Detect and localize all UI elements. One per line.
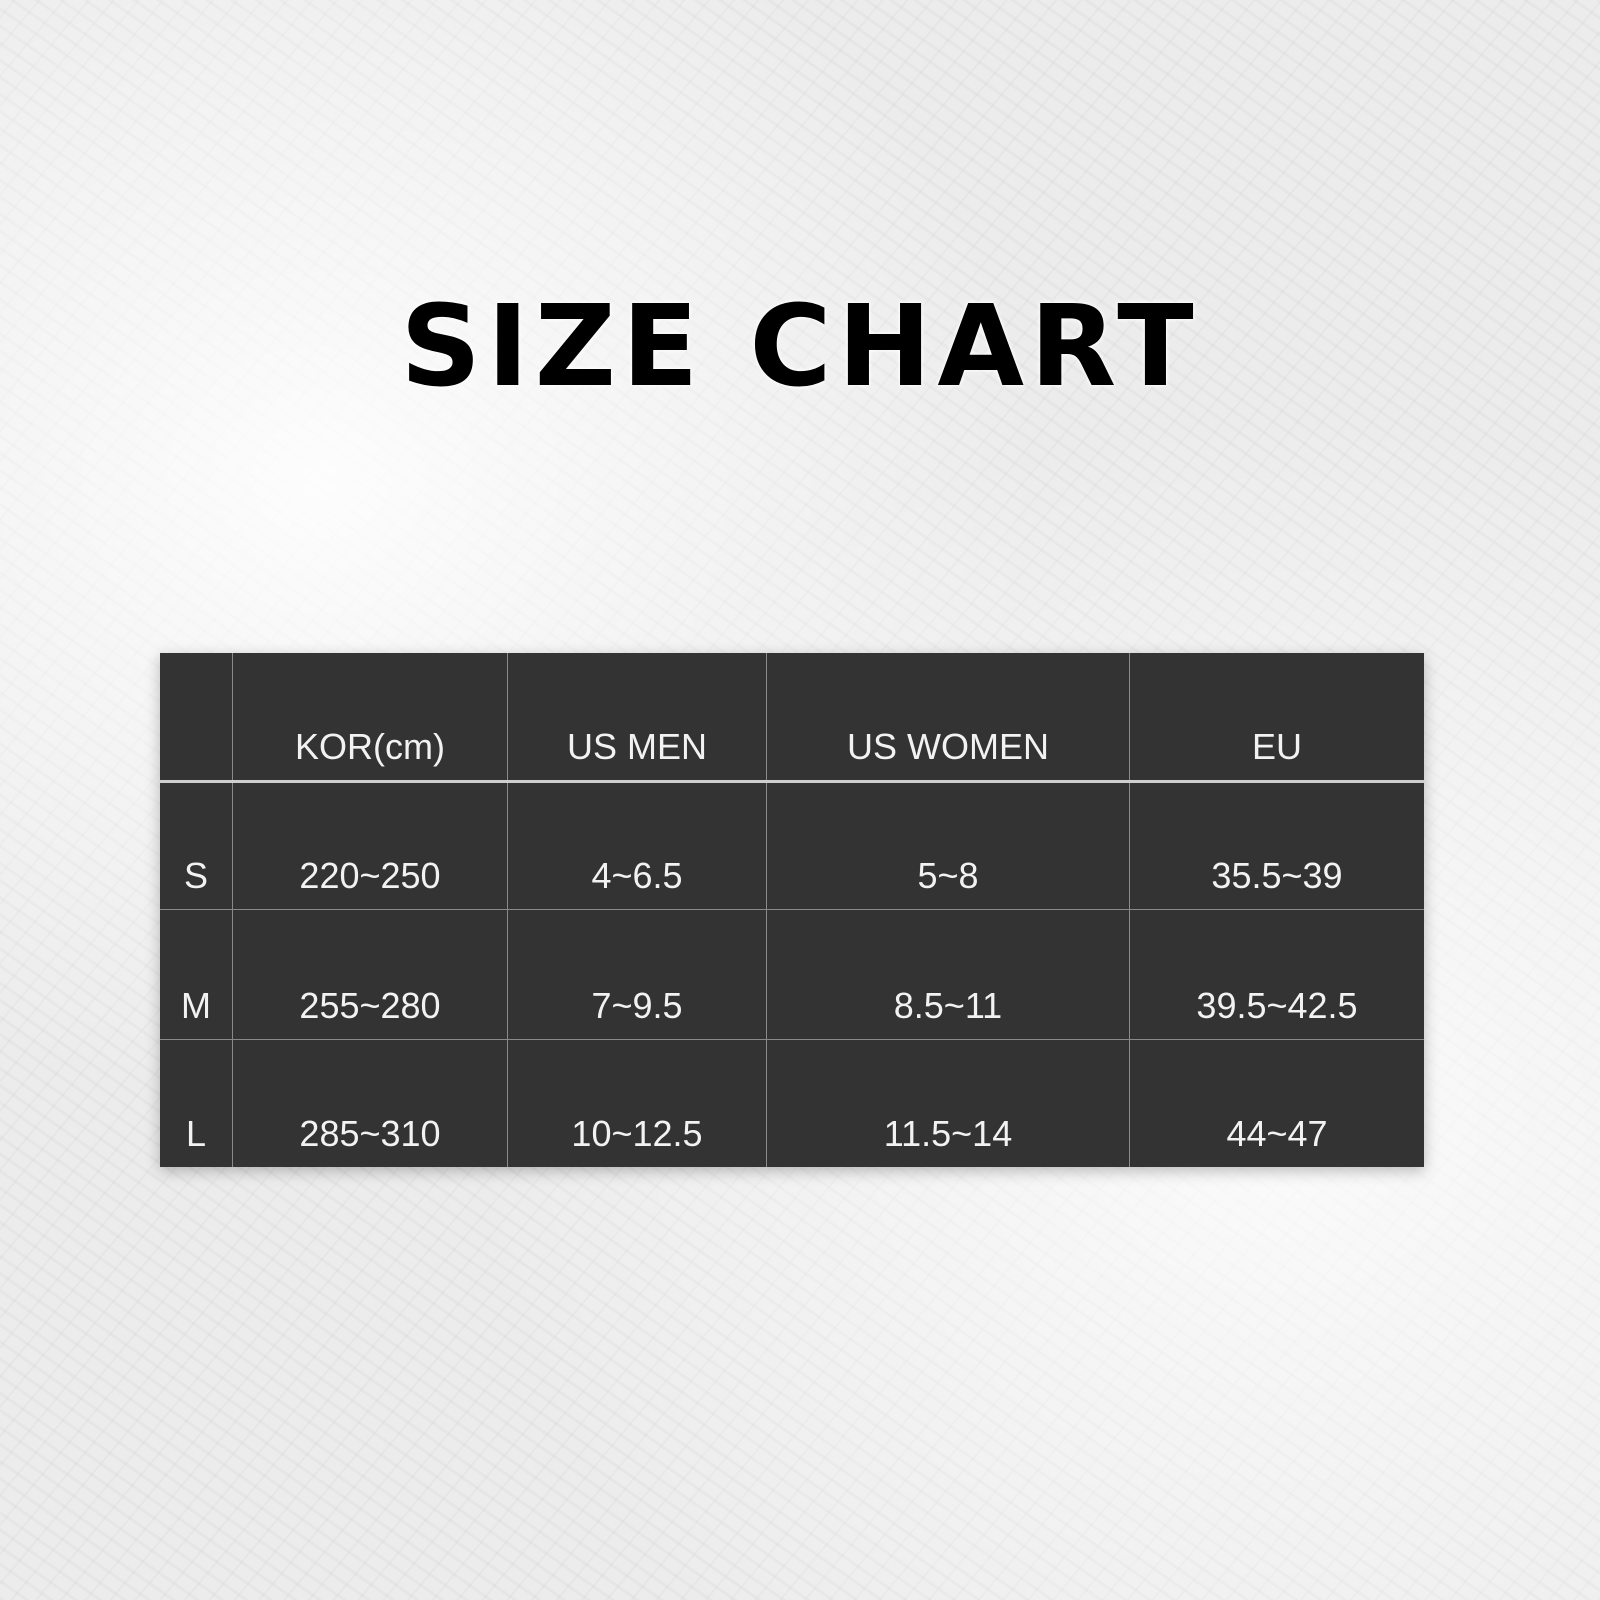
table-cell: 11.5~14: [767, 1040, 1130, 1167]
table-cell: 4~6.5: [508, 783, 767, 909]
header-cell: EU: [1251, 726, 1302, 767]
table-cell: 5~8: [767, 783, 1130, 909]
page-title: SIZE CHART: [400, 282, 1200, 412]
table-header-row: KOR(cm) US MEN US WOMEN EU: [160, 653, 1424, 780]
size-chart-table: KOR(cm) US MEN US WOMEN EU S 220~250 4~6…: [160, 653, 1424, 1167]
row-divider: [160, 1039, 1424, 1040]
table-row: M 255~280 7~9.5 8.5~11 39.5~42.5: [160, 910, 1424, 1039]
table-cell: 220~250: [233, 783, 508, 909]
table-cell: 39.5~42.5: [1196, 985, 1358, 1026]
table-cell: 285~310: [233, 1040, 508, 1167]
table-cell: 7~9.5: [508, 910, 767, 1039]
table-cell: 44~47: [1226, 1113, 1328, 1154]
row-divider: [160, 909, 1424, 910]
size-label: S: [160, 783, 233, 909]
size-label: L: [160, 1040, 233, 1167]
table-cell: 35.5~39: [1211, 855, 1343, 896]
header-divider: [160, 780, 1424, 783]
table-cell: 10~12.5: [508, 1040, 767, 1167]
table-row: L 285~310 10~12.5 11.5~14 44~47: [160, 1040, 1424, 1167]
table-row: S 220~250 4~6.5 5~8 35.5~39: [160, 783, 1424, 909]
table-cell: 255~280: [233, 910, 508, 1039]
header-cell: US MEN: [508, 653, 767, 780]
header-cell: [160, 653, 233, 780]
header-cell: US WOMEN: [767, 653, 1130, 780]
size-label: M: [160, 910, 233, 1039]
table-cell: 8.5~11: [767, 910, 1130, 1039]
header-cell: KOR(cm): [233, 653, 508, 780]
